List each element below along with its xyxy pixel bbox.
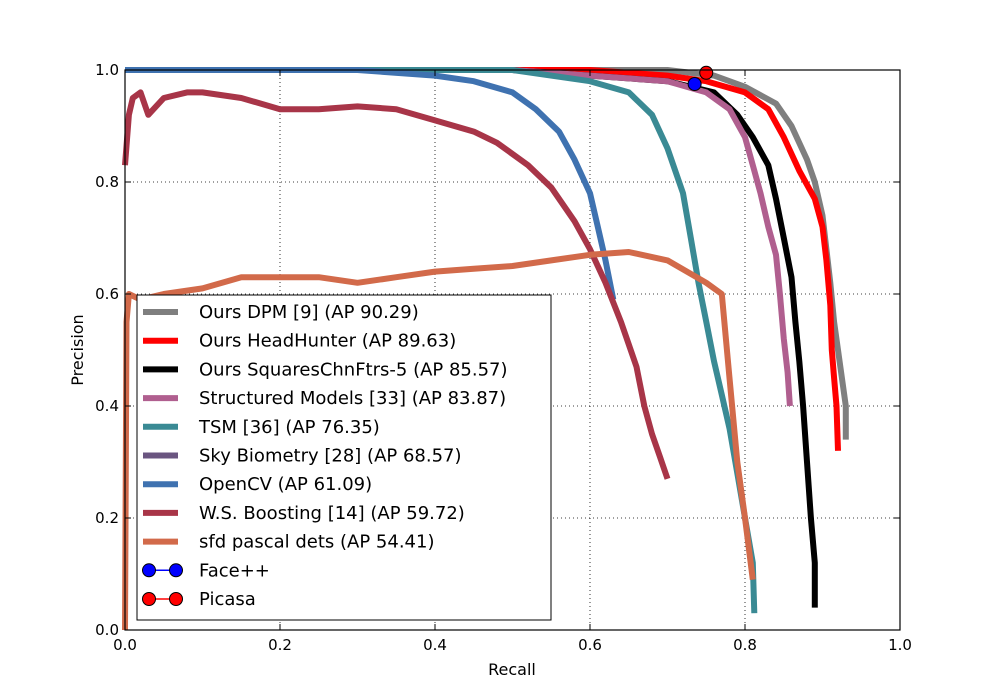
ticks: 0.0 0.2 0.4 0.6 0.8 1.0 0.0 0.2 0.4 0.6 0.8 1.0 <box>95 61 912 654</box>
y-tick-label: 0.6 <box>95 285 119 303</box>
x-tick-label: 0.4 <box>423 636 447 654</box>
y-axis-title: Precision <box>68 314 87 385</box>
legend-marker <box>142 563 156 578</box>
y-tick-label: 0.0 <box>95 621 119 639</box>
x-tick-label: 1.0 <box>888 636 912 654</box>
legend-entry: TSM [36] (AP 76.35) <box>198 417 380 438</box>
x-axis-title: Recall <box>488 660 536 679</box>
legend-entry: W.S. Boosting [14] (AP 59.72) <box>199 503 465 524</box>
x-tick-label: 0.6 <box>578 636 602 654</box>
series-line-ours-headhunter-ap-89-63 <box>125 67 841 451</box>
x-tick-label: 0.2 <box>268 636 292 654</box>
legend-entry: Face++ <box>199 560 270 581</box>
y-tick-label: 0.4 <box>95 397 119 415</box>
series-line-ours-dpm-9-ap-90-29 <box>125 67 849 440</box>
legend-entry: Sky Biometry [28] (AP 68.57) <box>199 446 462 467</box>
x-tick-label: 0.0 <box>113 636 137 654</box>
legend-entry: sfd pascal dets (AP 54.41) <box>199 532 434 553</box>
legend-marker <box>169 563 183 578</box>
legend-box <box>136 294 552 621</box>
legend-marker <box>169 592 183 606</box>
series-line-structured-models-33-ap-83-87 <box>125 67 793 407</box>
y-tick-label: 1.0 <box>95 61 119 79</box>
legend-entry: Ours DPM [9] (AP 90.29) <box>199 302 419 323</box>
legend-entry: Ours SquaresChnFtrs-5 (AP 85.57) <box>199 359 508 380</box>
series-line-opencv-ap-61-09 <box>125 67 617 301</box>
y-tick-label: 0.2 <box>95 509 119 527</box>
legend-entry: Ours HeadHunter (AP 89.63) <box>199 331 456 352</box>
legend-marker <box>142 592 156 606</box>
marker-picasa <box>699 65 714 80</box>
legend: Ours DPM [9] (AP 90.29) Ours HeadHunter (… <box>136 294 552 621</box>
plot-frame <box>124 69 901 631</box>
legend-entry: Picasa <box>199 589 256 610</box>
x-tick-label: 0.8 <box>733 636 757 654</box>
marker-face <box>687 77 702 91</box>
series-line-w-s-boosting-14-ap-59-72 <box>122 89 671 480</box>
legend-entry: OpenCV (AP 61.09) <box>199 474 372 495</box>
legend-entry: Structured Models [33] (AP 83.87) <box>199 388 506 409</box>
y-tick-label: 0.8 <box>95 173 119 191</box>
